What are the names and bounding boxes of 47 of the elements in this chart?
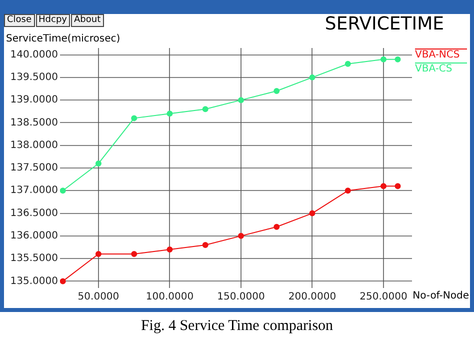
- text: Hdcpy: [36, 14, 70, 27]
- y-axis-title: ServiceTime(microsec): [6, 34, 120, 45]
- point: [131, 115, 138, 122]
- y-tick-label: 138.5000: [10, 117, 58, 128]
- y-tick-label: 140.0000: [10, 49, 58, 60]
- y-tick-label: 139.5000: [10, 72, 58, 84]
- y-tick-label: 135.5000: [10, 253, 58, 264]
- point: [202, 106, 208, 112]
- point: [344, 188, 351, 194]
- series-label: VBA-CS: [415, 64, 452, 75]
- point: [60, 188, 66, 194]
- x-tick-label: 250.0000: [360, 292, 408, 303]
- y-tick-label: 136.5000: [10, 208, 58, 219]
- point: [238, 97, 244, 104]
- y-tick-label: 139.0000: [10, 94, 58, 106]
- point: [166, 110, 173, 117]
- point: [309, 210, 316, 216]
- text: About: [71, 14, 104, 27]
- point: [131, 251, 138, 258]
- point: [95, 160, 102, 166]
- x-axis-title: No-of-Node: [412, 290, 469, 302]
- point: [166, 246, 173, 253]
- caption: Fig. 4 Service Time comparison: [140, 318, 334, 335]
- y-tick-label: 138.0000: [10, 140, 58, 151]
- point: [238, 232, 244, 239]
- point: [274, 224, 280, 230]
- chart-title: SERVICETIME: [324, 14, 444, 35]
- y-tick-label: 135.0000: [10, 276, 58, 287]
- point: [394, 56, 401, 62]
- point: [344, 60, 351, 67]
- point: [202, 242, 208, 248]
- x-tick-label: 50.0000: [78, 292, 120, 303]
- point: [394, 183, 401, 190]
- y-tick-label: 137.5000: [10, 162, 58, 174]
- x-tick-label: 200.0000: [288, 292, 336, 303]
- x-tick-label: 100.0000: [146, 292, 194, 303]
- text: VBA-NCS: [415, 50, 460, 61]
- point: [309, 74, 316, 80]
- y-tick-label: 136.0000: [10, 230, 58, 242]
- point: [60, 278, 66, 284]
- y-tick-label: 137.0000: [10, 185, 58, 196]
- point: [95, 251, 102, 258]
- point: [380, 56, 386, 62]
- x-tick-label: 150.0000: [217, 292, 265, 303]
- text: Close: [4, 14, 35, 27]
- point: [274, 88, 280, 94]
- point: [380, 183, 386, 190]
